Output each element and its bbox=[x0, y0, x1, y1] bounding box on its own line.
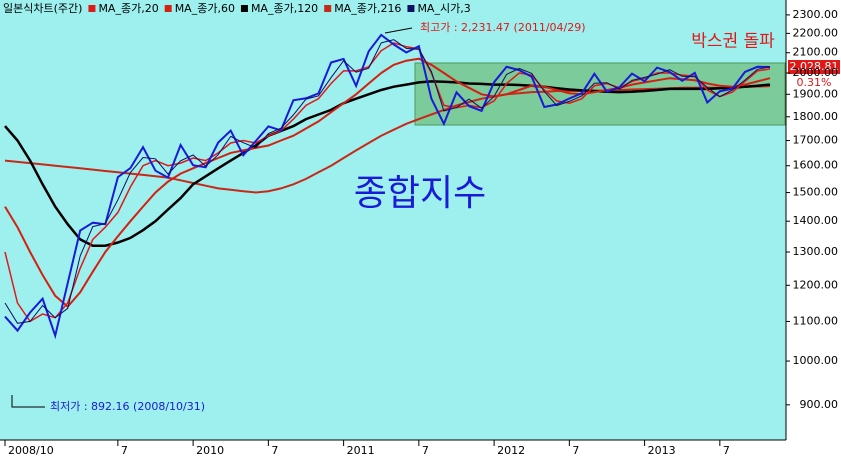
y-tick-label: 1300.00 bbox=[793, 245, 839, 258]
legend-label: MA_종가,20 bbox=[98, 2, 158, 15]
chart-title: 일본식차트(주간) bbox=[3, 1, 82, 15]
y-tick-label: 1700.00 bbox=[793, 134, 839, 147]
annotation: 최고가 : 2,231.47 (2011/04/29) bbox=[420, 21, 586, 34]
x-tick-label: 7 bbox=[121, 444, 128, 457]
y-tick-label: 1900.00 bbox=[793, 87, 839, 100]
annotation: 박스권 돌파 bbox=[691, 32, 775, 52]
x-tick-label: 2008/10 bbox=[8, 444, 54, 457]
arrow bbox=[11, 395, 45, 408]
y-tick-label: 1500.00 bbox=[793, 186, 839, 199]
last-price: 2,028.81 bbox=[790, 60, 839, 73]
y-tick-label: 2200.00 bbox=[793, 26, 839, 39]
annotation: 종합지수 bbox=[354, 173, 486, 214]
ma-line bbox=[4, 42, 771, 323]
arrow bbox=[384, 27, 413, 34]
y-tick-label: 1200.00 bbox=[793, 278, 839, 291]
box-range bbox=[414, 62, 786, 126]
x-tick-label: 7 bbox=[572, 444, 579, 457]
y-tick-label: 1000.00 bbox=[793, 354, 839, 367]
legend-marker bbox=[164, 5, 172, 12]
x-tick-label: 2013 bbox=[648, 444, 676, 457]
legend-marker bbox=[324, 5, 332, 12]
legend-marker bbox=[240, 5, 248, 12]
annotation: 최저가 : 892.16 (2008/10/31) bbox=[50, 400, 205, 413]
x-tick-label: 7 bbox=[723, 444, 730, 457]
x-tick-label: 7 bbox=[422, 444, 429, 457]
y-tick-label: 1800.00 bbox=[793, 110, 839, 123]
ma-line bbox=[4, 80, 771, 247]
y-tick-label: 2000.00 bbox=[793, 66, 839, 79]
y-tick-label: 900.00 bbox=[800, 398, 839, 411]
legend-label: MA_종가,60 bbox=[175, 2, 235, 15]
y-tick-label: 2100.00 bbox=[793, 46, 839, 59]
legend-label: MA_시가,3 bbox=[417, 2, 470, 15]
x-tick-label: 2010 bbox=[196, 444, 224, 457]
legend-label: MA_종가,216 bbox=[334, 2, 401, 15]
y-tick-label: 1400.00 bbox=[793, 214, 839, 227]
legend-marker bbox=[407, 5, 415, 12]
price-tag bbox=[788, 60, 840, 74]
legend-marker bbox=[88, 5, 96, 12]
x-tick-label: 2011 bbox=[347, 444, 375, 457]
x-tick-label: 2012 bbox=[497, 444, 525, 457]
ma-line bbox=[4, 57, 771, 309]
legend-label: MA_종가,120 bbox=[251, 2, 318, 15]
y-tick-label: 2300.00 bbox=[793, 8, 839, 21]
y-tick-label: 1100.00 bbox=[793, 314, 839, 327]
y-tick-label: 1600.00 bbox=[793, 159, 839, 172]
ma-line bbox=[4, 39, 771, 324]
x-tick-label: 7 bbox=[271, 444, 278, 457]
change: 0.31% bbox=[797, 76, 832, 89]
ma-line bbox=[4, 85, 771, 194]
price-line bbox=[4, 33, 771, 340]
